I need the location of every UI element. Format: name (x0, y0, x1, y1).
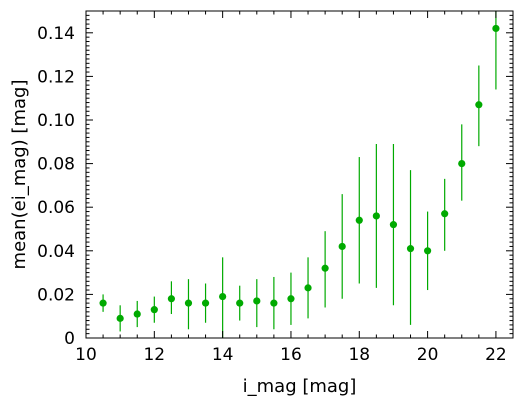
y-axis-label: mean(ei_mag) [mag] (9, 80, 30, 270)
y-tick-label: 0.06 (37, 198, 75, 218)
y-tick-label: 0.02 (37, 285, 75, 305)
x-tick-label: 10 (75, 345, 97, 365)
data-point (475, 101, 483, 109)
y-tick-label: 0.04 (37, 242, 75, 262)
data-point (184, 299, 193, 307)
x-tick-label: 14 (212, 345, 234, 365)
data-point (338, 242, 346, 251)
data-point (201, 299, 210, 307)
data-point (372, 212, 380, 220)
data-point (167, 295, 175, 303)
data-point (287, 295, 295, 303)
data-point (389, 221, 398, 229)
y-tick-label: 0.14 (37, 24, 75, 44)
data-point (253, 297, 261, 305)
x-tick-label: 18 (348, 345, 370, 365)
data-point (304, 284, 312, 292)
data-point (219, 292, 227, 301)
x-tick-label: 20 (417, 345, 439, 365)
data-point (133, 310, 141, 318)
plot-area (99, 11, 500, 338)
data-point (150, 306, 158, 314)
y-axis-ticks: 0 0.02 0.04 0.06 0.08 0.10 0.12 0.14 (37, 14, 513, 349)
data-point (116, 314, 124, 322)
data-point (441, 210, 449, 218)
y-tick-label: 0.12 (37, 67, 75, 87)
x-tick-label: 16 (280, 345, 302, 365)
y-tick-label: 0.08 (37, 155, 75, 175)
data-point (424, 247, 432, 255)
data-point (492, 24, 500, 33)
data-point (270, 299, 278, 307)
x-tick-label: 12 (143, 345, 165, 365)
y-tick-label: 0.10 (37, 111, 75, 131)
data-point (321, 264, 329, 272)
plot-frame (85, 10, 514, 339)
data-point (458, 160, 466, 168)
data-point (355, 216, 363, 224)
x-axis-ticks: 10 12 14 16 18 20 22 (75, 11, 514, 365)
data-point (406, 245, 415, 253)
x-axis-label: i_mag [mag] (243, 376, 357, 397)
x-tick-label: 22 (485, 345, 507, 365)
data-point (236, 299, 244, 307)
data-point (99, 299, 107, 307)
y-tick-label: 0 (64, 329, 75, 349)
